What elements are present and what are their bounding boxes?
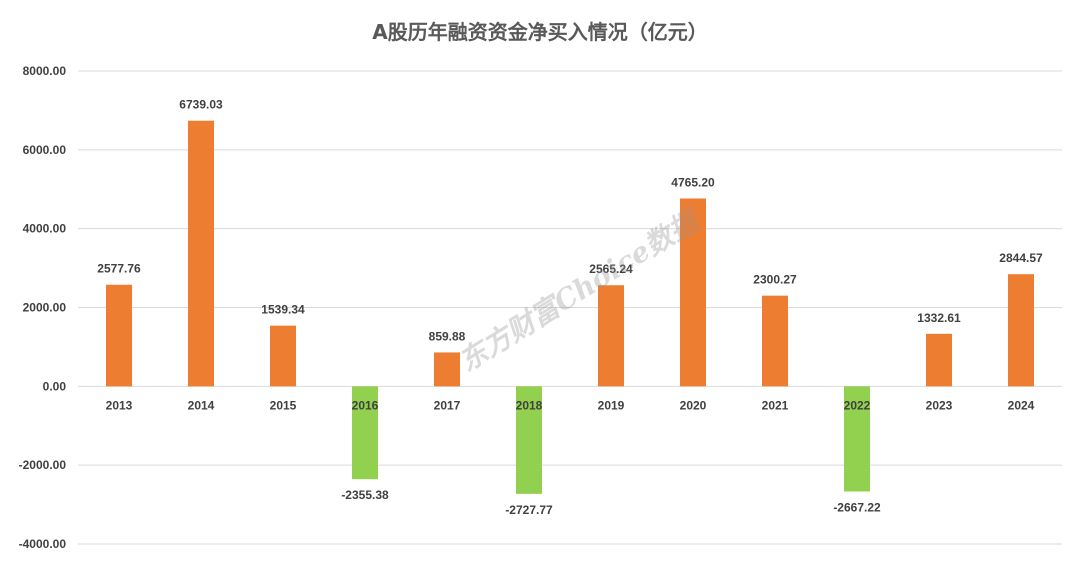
data-label: 1539.34 xyxy=(261,303,305,317)
x-tick-label: 2022 xyxy=(844,398,871,412)
data-label: 6739.03 xyxy=(179,98,223,112)
x-tick-label: 2017 xyxy=(434,398,461,412)
data-label: 2565.24 xyxy=(589,262,633,276)
x-tick-label: 2018 xyxy=(516,398,543,412)
bar-2018 xyxy=(516,386,542,494)
y-tick-label: 6000.00 xyxy=(23,143,67,157)
data-label: 1332.61 xyxy=(917,311,961,325)
data-label: 2577.76 xyxy=(97,262,141,276)
gridlines xyxy=(78,70,1062,545)
y-tick-label: 0.00 xyxy=(43,379,67,393)
y-tick-label: 4000.00 xyxy=(23,222,67,236)
data-label: -2667.22 xyxy=(833,500,881,514)
x-tick-label: 2015 xyxy=(270,398,297,412)
x-axis-tick-labels: 2013 2014 2015 2016 2017 2018 2019 2020 2021 2022… xyxy=(106,398,1035,412)
y-tick-label: 2000.00 xyxy=(23,301,67,315)
x-tick-label: 2024 xyxy=(1008,398,1035,412)
data-label: 4765.20 xyxy=(671,176,715,190)
bar-2024 xyxy=(1008,274,1034,387)
y-tick-label: -4000.00 xyxy=(19,537,67,551)
bar-2017 xyxy=(434,352,460,387)
x-tick-label: 2013 xyxy=(106,398,133,412)
bar-2014 xyxy=(188,120,214,387)
data-label: -2355.38 xyxy=(341,488,389,502)
x-tick-label: 2020 xyxy=(680,398,707,412)
y-tick-label: -2000.00 xyxy=(19,458,67,472)
bar-2021 xyxy=(762,295,788,387)
data-label: -2727.77 xyxy=(505,503,553,517)
bar-2013 xyxy=(106,284,132,387)
bar-2020 xyxy=(680,198,706,387)
bar-2016 xyxy=(352,386,378,480)
data-label: 859.88 xyxy=(429,329,466,343)
data-label: 2300.27 xyxy=(753,273,797,287)
x-tick-label: 2023 xyxy=(926,398,953,412)
bar-2023 xyxy=(926,333,952,387)
bar-2019 xyxy=(598,285,624,387)
chart-title: A股历年融资资金净买入情况（亿元） xyxy=(372,20,708,44)
x-tick-label: 2021 xyxy=(762,398,789,412)
bar-2022 xyxy=(844,386,870,492)
y-tick-label: 8000.00 xyxy=(23,64,67,78)
data-label: 2844.57 xyxy=(999,251,1043,265)
x-tick-label: 2014 xyxy=(188,398,215,412)
bars xyxy=(106,120,1034,494)
x-tick-label: 2016 xyxy=(352,398,379,412)
data-labels: 2577.76 6739.03 1539.34 -2355.38 859.88 -2727… xyxy=(97,98,1043,517)
x-tick-label: 2019 xyxy=(598,398,625,412)
y-axis-tick-labels: 8000.00 6000.00 4000.00 2000.00 0.00 -2000.00… xyxy=(19,64,67,551)
bar-2015 xyxy=(270,325,296,387)
